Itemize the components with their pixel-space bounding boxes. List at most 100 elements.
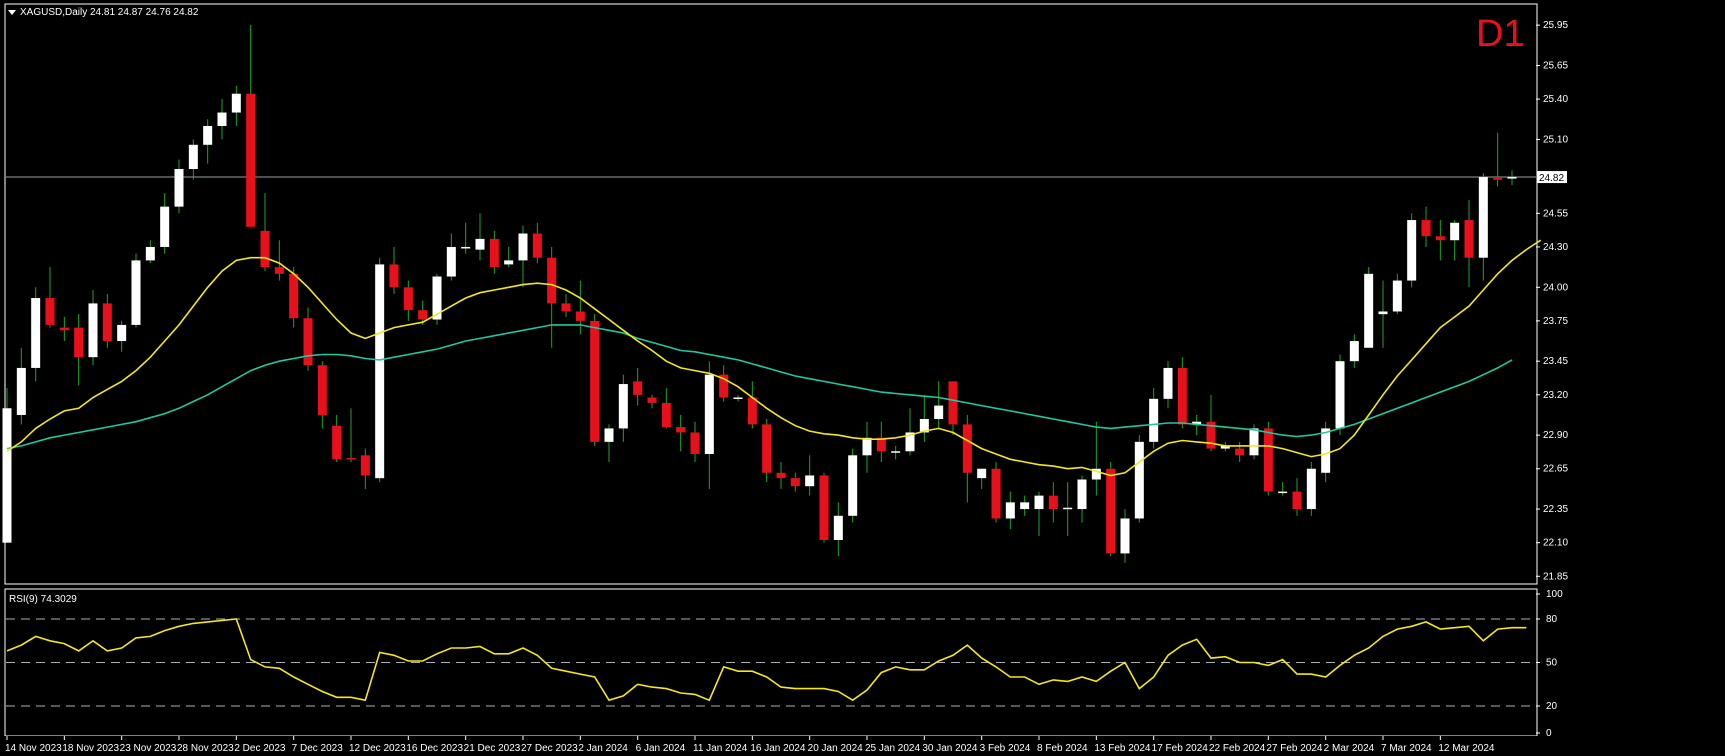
- candle-body: [1464, 220, 1474, 258]
- price-tick-label: 22.65: [1543, 464, 1568, 475]
- ohlc-readout: 24.81 24.87 24.76 24.82: [90, 7, 199, 18]
- date-tick-label: 17 Feb 2024: [1152, 743, 1209, 754]
- price-tick-label: 24.30: [1543, 242, 1568, 253]
- candle-body: [160, 206, 170, 247]
- candle-body: [905, 432, 915, 452]
- candle-body: [1235, 448, 1245, 456]
- candle-body: [303, 318, 313, 366]
- candle-body: [31, 298, 41, 368]
- price-tick-label: 22.10: [1543, 538, 1568, 549]
- candle-body: [1206, 421, 1216, 449]
- candle-body: [805, 475, 815, 487]
- candle-body: [833, 515, 843, 540]
- candle-body: [1263, 428, 1273, 492]
- date-tick-label: 12 Mar 2024: [1438, 743, 1495, 754]
- candle-body: [1063, 507, 1073, 510]
- candle-body: [418, 310, 428, 320]
- date-axis: 14 Nov 2023 18 Nov 2023 23 Nov 2023 28 Nov …: [5, 736, 1495, 754]
- candle-body: [504, 260, 514, 265]
- candle-body: [647, 397, 657, 403]
- candle-body: [934, 405, 944, 420]
- candle-body: [790, 478, 800, 487]
- candle-body: [246, 93, 256, 227]
- candle-body: [174, 168, 184, 207]
- candle-body: [876, 437, 886, 452]
- candle-body: [1134, 441, 1144, 519]
- price-tick-label: 25.95: [1543, 20, 1568, 31]
- slow-ma-line: [6, 324, 1513, 450]
- price-tick-label: 24.00: [1543, 282, 1568, 293]
- rsi-tick-label: 100: [1546, 589, 1563, 600]
- rsi-tick-label: 20: [1546, 701, 1558, 712]
- candle-body: [733, 397, 743, 400]
- candle-body: [88, 303, 98, 358]
- date-tick-label: 20 Jan 2024: [808, 743, 863, 754]
- rsi-tick-label: 0: [1546, 728, 1552, 739]
- rsi-line: [6, 618, 1527, 702]
- date-tick-label: 27 Dec 2023: [521, 743, 578, 754]
- candle-body: [1177, 367, 1187, 425]
- date-tick-label: 21 Dec 2023: [464, 743, 521, 754]
- candle-body: [1034, 495, 1044, 510]
- date-tick-label: 7 Dec 2023: [292, 743, 344, 754]
- rsi-tick-label: 80: [1546, 614, 1558, 625]
- candle-body: [1306, 468, 1316, 510]
- last-price-label: 24.82: [1539, 173, 1564, 184]
- price-tick-label: 25.10: [1543, 134, 1568, 145]
- date-tick-label: 3 Feb 2024: [980, 743, 1031, 754]
- candle-body: [432, 276, 442, 320]
- candle-body: [776, 472, 786, 479]
- candle-body: [260, 230, 270, 268]
- date-tick-label: 16 Dec 2023: [406, 743, 463, 754]
- candle-body: [461, 246, 471, 249]
- moving-averages-layer: [6, 239, 1542, 477]
- price-axis: 25.95 25.65 25.40 25.10 24.55 24.30 24.00 23.75…: [1536, 20, 1568, 582]
- date-tick-label: 25 Jan 2024: [865, 743, 920, 754]
- candle-body: [45, 298, 55, 325]
- candle-body: [618, 384, 628, 429]
- candle-body: [1349, 341, 1359, 362]
- candle-body: [962, 424, 972, 473]
- candle-body: [719, 374, 729, 398]
- date-tick-label: 11 Jan 2024: [693, 743, 748, 754]
- candle-body: [1292, 491, 1302, 510]
- date-tick-label: 8 Feb 2024: [1037, 743, 1088, 754]
- candle-body: [1493, 177, 1503, 180]
- candle-body: [633, 381, 643, 395]
- candle-body: [231, 93, 241, 113]
- date-tick-label: 2 Mar 2024: [1324, 743, 1375, 754]
- candle-body: [1120, 518, 1130, 554]
- candle-body: [2, 408, 12, 543]
- candle-body: [145, 246, 155, 261]
- candle-body: [59, 327, 69, 331]
- candle-body: [1450, 222, 1460, 241]
- candle-body: [1507, 177, 1517, 179]
- collapse-triangle-icon[interactable]: [8, 10, 16, 15]
- candle-body: [389, 264, 399, 288]
- candle-body: [1020, 502, 1030, 510]
- candle-body: [862, 437, 872, 456]
- candle-body: [704, 374, 714, 454]
- candle-body: [131, 260, 141, 325]
- candle-body: [1149, 398, 1159, 442]
- candle-body: [289, 273, 299, 319]
- price-tick-label: 25.40: [1543, 94, 1568, 105]
- candle-body: [547, 257, 557, 304]
- candle-body: [590, 320, 600, 442]
- candle-body: [1378, 311, 1388, 315]
- candle-body: [1106, 468, 1116, 554]
- candle-body: [274, 267, 284, 274]
- candle-body: [1407, 220, 1417, 281]
- candle-body: [1435, 236, 1445, 241]
- date-tick-label: 6 Jan 2024: [636, 743, 686, 754]
- candle-body: [991, 468, 1001, 519]
- candle-body: [747, 397, 757, 425]
- price-tick-label: 23.45: [1543, 356, 1568, 367]
- candle-body: [489, 238, 499, 268]
- candle-body: [74, 327, 84, 358]
- rsi-tick-label: 50: [1546, 658, 1558, 669]
- candle-body: [661, 402, 671, 428]
- price-tick-label: 24.55: [1543, 208, 1568, 219]
- candle-body: [1249, 428, 1259, 456]
